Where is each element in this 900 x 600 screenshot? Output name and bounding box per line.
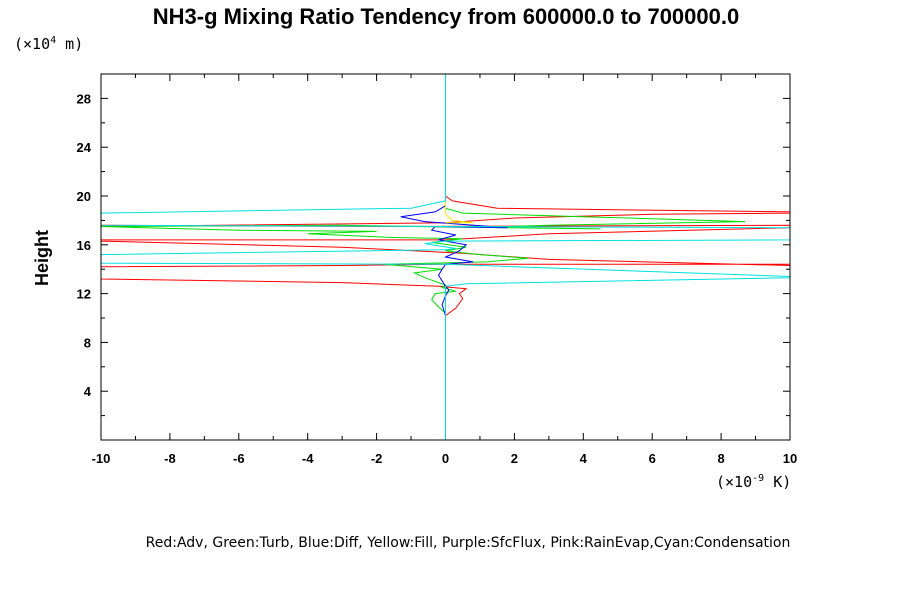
plot-area — [100, 74, 791, 440]
y-tick-label: 20 — [77, 189, 91, 204]
x-tick-label: -2 — [371, 451, 383, 466]
y-axis-label: Height — [32, 230, 52, 286]
legend-text: Red:Adv, Green:Turb, Blue:Diff, Yellow:F… — [146, 535, 791, 551]
series-turb-line — [100, 74, 746, 440]
chart-title: NH3-g Mixing Ratio Tendency from 600000.… — [153, 4, 739, 29]
y-tick-label: 16 — [77, 238, 91, 253]
x-unit-exponent: -9 — [752, 473, 764, 484]
x-tick-label: 8 — [717, 451, 724, 466]
x-unit-suffix: K) — [764, 473, 791, 491]
y-tick-label: 8 — [84, 335, 91, 350]
y-tick-label: 12 — [77, 287, 91, 302]
x-tick-label: -4 — [302, 451, 314, 466]
y-unit-prefix: (×10 — [14, 35, 50, 53]
y-axis-unit: (×104 m) — [14, 35, 83, 53]
x-tick-label: 0 — [442, 451, 449, 466]
x-axis-unit: (×10-9 K) — [716, 473, 791, 491]
x-tick-label: 2 — [511, 451, 518, 466]
series-adv-line — [100, 74, 791, 440]
y-tick-label: 4 — [84, 384, 92, 399]
y-tick-label: 28 — [77, 91, 91, 106]
y-unit-exponent: 4 — [50, 35, 56, 46]
x-tick-label: 10 — [783, 451, 797, 466]
x-tick-label: -10 — [92, 451, 111, 466]
x-unit-prefix: (×10 — [716, 473, 752, 491]
plot-frame — [100, 73, 791, 441]
x-tick-label: 4 — [580, 451, 588, 466]
x-tick-label: -6 — [233, 451, 245, 466]
x-tick-label: 6 — [649, 451, 656, 466]
x-tick-label: -8 — [164, 451, 176, 466]
y-unit-suffix: m) — [56, 35, 83, 53]
series-diff-line — [400, 74, 508, 440]
series-fill-line — [445, 200, 474, 224]
y-tick-label: 24 — [77, 140, 92, 155]
